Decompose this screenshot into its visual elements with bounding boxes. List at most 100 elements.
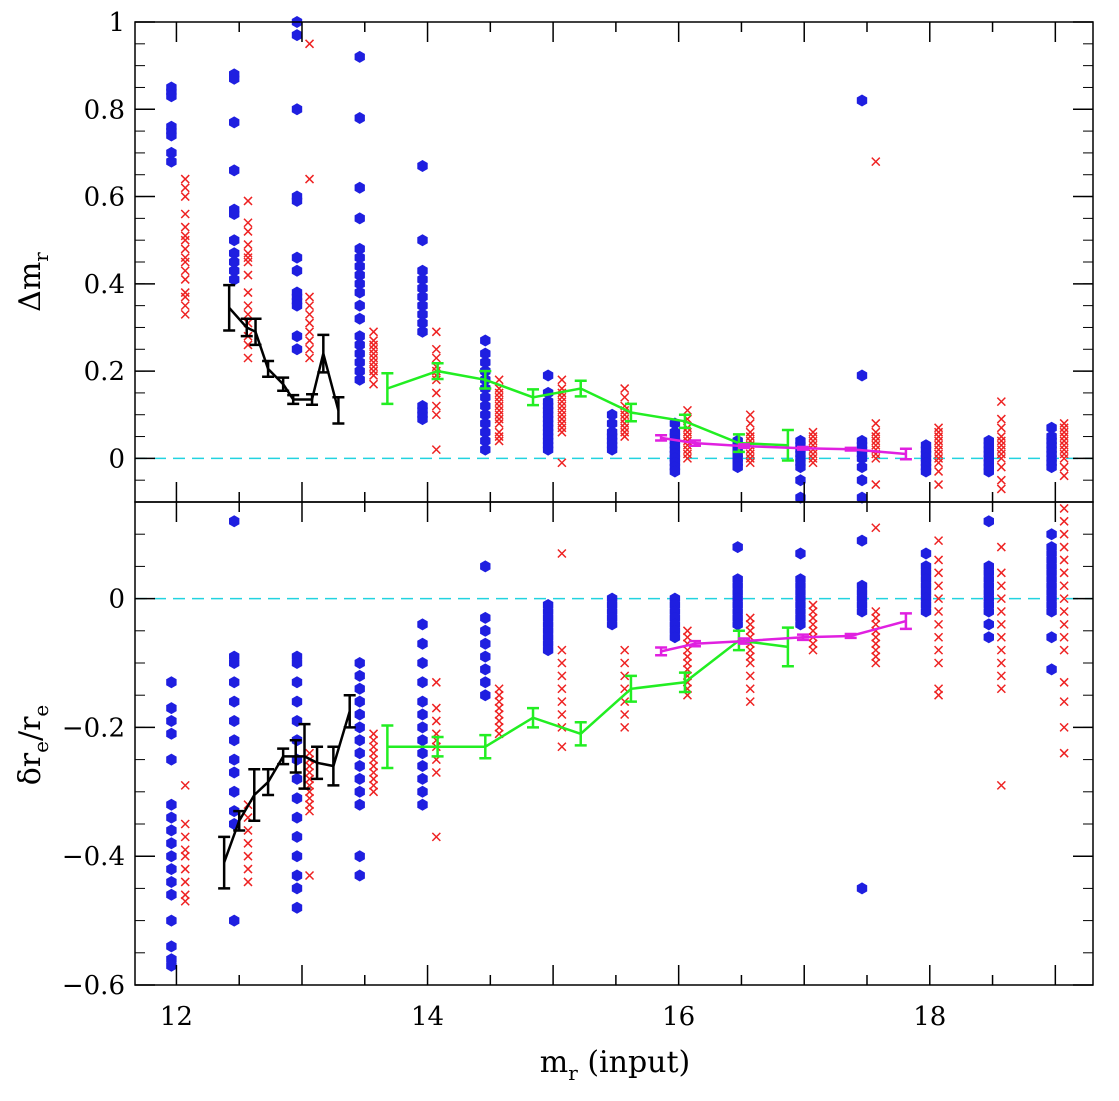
blue-point [291, 772, 303, 785]
blue-point [669, 631, 681, 644]
error-bar [289, 739, 302, 774]
blue-point [166, 81, 177, 94]
blue-point [166, 727, 177, 740]
blue-point [795, 491, 806, 504]
red-point [996, 619, 1006, 629]
blue-point [166, 850, 177, 863]
red-point [996, 414, 1006, 424]
error-bar [218, 835, 231, 890]
red-point [620, 427, 630, 437]
blue-point [856, 94, 868, 107]
blue-point [732, 541, 743, 554]
red-point [557, 697, 567, 707]
red-point [871, 639, 881, 649]
red-point [934, 458, 944, 468]
blue-point [354, 242, 365, 255]
red-point [1059, 619, 1069, 629]
blue-point [354, 50, 365, 63]
blue-point [983, 465, 994, 478]
red-point [996, 397, 1006, 407]
red-point [620, 645, 630, 655]
red-point [808, 613, 818, 623]
blue-point [856, 461, 868, 474]
blue-point [480, 676, 491, 689]
blue-point [229, 715, 240, 727]
blue-point [856, 474, 868, 487]
blue-point [166, 811, 177, 824]
blue-point [354, 277, 365, 290]
red-point [871, 523, 881, 533]
binned-series-line [386, 369, 788, 447]
blue-point [354, 347, 365, 360]
error-bar [678, 671, 691, 694]
red-point [180, 292, 190, 302]
error-bar [574, 720, 587, 747]
red-point [996, 432, 1006, 442]
red-point [369, 344, 379, 354]
error-bar [381, 724, 394, 770]
red-point [243, 226, 253, 236]
red-point [1059, 606, 1069, 617]
red-point [304, 344, 315, 354]
red-point [934, 449, 944, 459]
red-point [996, 462, 1006, 472]
blue-point [417, 299, 428, 312]
blue-point [417, 317, 428, 330]
y-tick-label: 0 [108, 585, 125, 615]
red-point [620, 709, 630, 720]
red-point [369, 729, 379, 739]
blue-point [354, 850, 365, 863]
red-point [431, 388, 441, 398]
blue-point [354, 251, 365, 264]
blue-point [166, 676, 177, 689]
red-point [180, 780, 190, 790]
red-point [1059, 529, 1069, 539]
red-point [996, 658, 1006, 668]
red-point [620, 392, 630, 402]
blue-point [166, 715, 177, 727]
blue-point [417, 273, 428, 286]
red-point [180, 851, 190, 861]
red-point [557, 418, 567, 428]
red-point [557, 410, 567, 420]
red-point [745, 671, 755, 681]
red-point [745, 427, 755, 437]
red-point [243, 825, 253, 835]
red-point [304, 301, 315, 311]
blue-point [795, 461, 806, 474]
blue-point [166, 876, 177, 888]
binned-series-line [660, 619, 907, 653]
blue-point [417, 785, 428, 798]
red-point [996, 632, 1006, 642]
red-point [243, 864, 253, 874]
red-point [557, 742, 567, 752]
red-point [304, 800, 315, 810]
blue-point [417, 734, 428, 747]
error-bar [262, 359, 275, 379]
red-point [1059, 440, 1069, 450]
top-panel: 0 0.2 0.4 0.6 0.8 1 [84, 8, 1094, 504]
red-point [1059, 677, 1069, 687]
red-point [808, 645, 818, 655]
red-point [871, 613, 881, 623]
red-point [871, 427, 881, 437]
red-point [494, 432, 504, 442]
blue-point [354, 721, 365, 734]
blue-point [856, 369, 868, 382]
top-y-axis-label: Δmr [13, 252, 53, 312]
red-point [682, 658, 692, 668]
red-point [557, 645, 567, 655]
red-point [180, 253, 190, 263]
red-point [557, 548, 567, 559]
error-bar [796, 445, 809, 451]
blue-point [291, 343, 303, 356]
blue-point [354, 286, 365, 299]
red-point [243, 838, 253, 848]
red-point [494, 703, 504, 713]
blue-point [480, 400, 491, 412]
red-point [369, 353, 379, 363]
error-bar [306, 392, 319, 406]
red-point [431, 767, 441, 778]
red-point [620, 671, 630, 681]
red-point [494, 690, 504, 700]
